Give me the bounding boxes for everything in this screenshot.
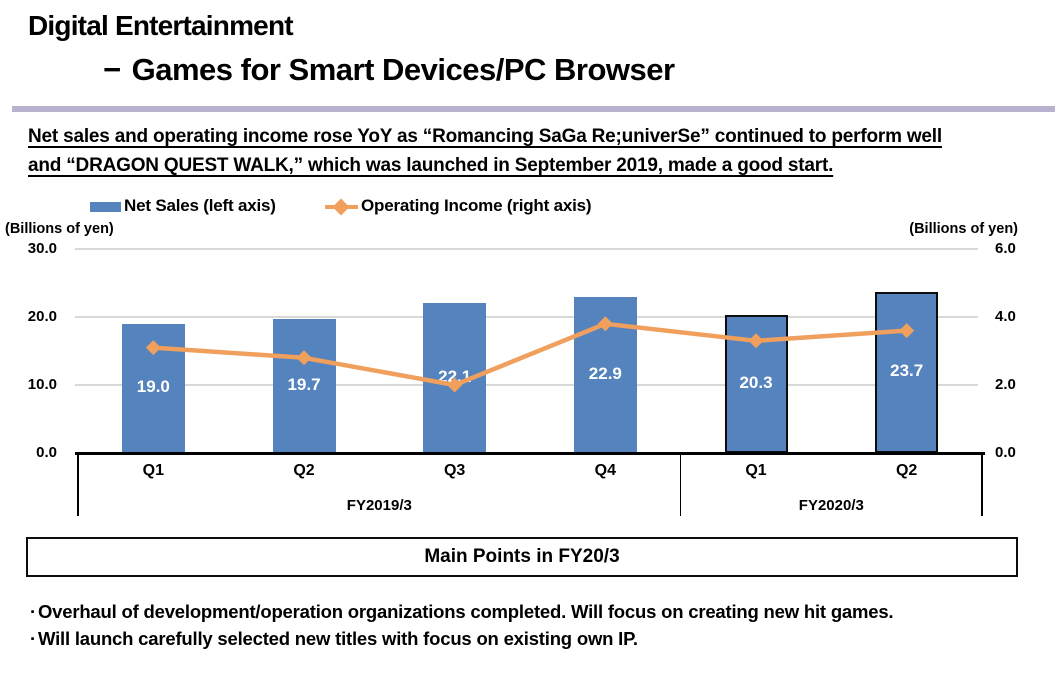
gridline <box>75 384 978 386</box>
subtitle-text: Games for Smart Devices/PC Browser <box>131 52 675 87</box>
right-axis-tick-label: 0.0 <box>995 444 1016 461</box>
operating-income-line <box>153 321 907 388</box>
left-axis-tick-label: 30.0 <box>27 240 57 257</box>
gridline <box>75 248 978 250</box>
bar-value-label: 20.3 <box>739 372 773 392</box>
left-axis-unit: (Billions of yen) <box>5 221 114 237</box>
fiscal-year-group-label: FY2019/3 <box>346 497 412 514</box>
headline-line-1: Net sales and operating income rose YoY … <box>28 126 942 147</box>
net-sales-legend-swatch <box>90 202 121 212</box>
net-sales-legend-label: Net Sales (left axis) <box>124 196 276 215</box>
gridline <box>75 316 978 318</box>
axis-box-border <box>981 455 983 516</box>
left-axis-tick-label: 0.0 <box>36 444 57 461</box>
right-axis-tick-label: 4.0 <box>995 308 1016 325</box>
bullet-dot: · <box>30 601 36 622</box>
main-points-bullets: · Overhaul of development/operation orga… <box>30 599 1040 652</box>
bullet-text: Overhaul of development/operation organi… <box>37 601 894 622</box>
axis-box-border <box>679 455 682 516</box>
bullet-item: · Will launch carefully selected new tit… <box>30 626 1040 653</box>
operating-income-legend-label: Operating Income (right axis) <box>361 196 592 215</box>
headline: Net sales and operating income rose YoY … <box>28 122 1038 180</box>
right-axis-tick-label: 2.0 <box>995 376 1016 393</box>
category-label: Q3 <box>443 462 466 479</box>
title-accent-rule <box>12 106 1055 112</box>
bullet-dot: · <box>30 627 36 649</box>
category-label: Q1 <box>745 462 767 479</box>
main-points-title: Main Points in FY20/3 <box>424 546 620 567</box>
x-axis-line <box>75 451 985 455</box>
fiscal-year-group-label: FY2020/3 <box>798 497 864 514</box>
bullet-text: Will launch carefully selected new title… <box>37 627 638 649</box>
category-label: Q4 <box>594 462 616 479</box>
bar-value-label: 22.9 <box>588 364 622 384</box>
left-axis-tick-label: 20.0 <box>27 308 57 325</box>
subtitle-dash: − <box>103 52 121 87</box>
category-label: Q2 <box>895 462 918 479</box>
right-axis-tick-label: 6.0 <box>995 240 1016 257</box>
main-points-box: Main Points in FY20/3 <box>26 537 1018 577</box>
page-title: Digital Entertainment <box>28 10 294 41</box>
right-axis-unit: (Billions of yen) <box>909 221 1018 237</box>
operating-income-legend-diamond-icon <box>332 198 350 216</box>
bar-value-label: 19.0 <box>136 377 170 397</box>
page-subtitle: − Games for Smart Devices/PC Browser <box>103 52 675 88</box>
axis-box-border <box>77 455 79 516</box>
category-label: Q2 <box>293 462 315 479</box>
left-axis-tick-label: 10.0 <box>27 376 57 393</box>
bar-value-label: 22.1 <box>438 366 472 386</box>
bullet-item: · Overhaul of development/operation orga… <box>30 599 1040 626</box>
bar-value-label: 23.7 <box>890 361 924 381</box>
headline-line-2: and “DRAGON QUEST WALK,” which was launc… <box>28 155 834 176</box>
bar-value-label: 19.7 <box>287 375 321 395</box>
category-label: Q1 <box>142 462 164 479</box>
